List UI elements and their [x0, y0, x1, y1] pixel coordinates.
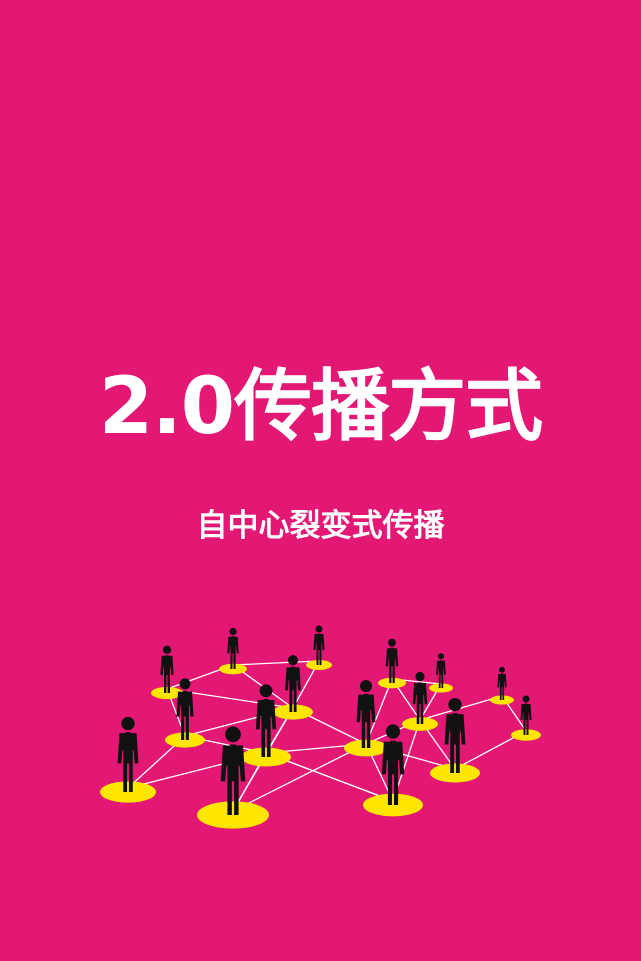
person-figure	[160, 645, 174, 693]
ground-discs	[100, 660, 541, 829]
ground-disc	[402, 717, 438, 731]
ground-disc	[100, 781, 156, 803]
ground-disc	[363, 793, 423, 817]
person-figure	[255, 684, 277, 757]
network-link	[419, 695, 503, 721]
person-figure	[497, 666, 507, 700]
person-figure	[176, 678, 194, 740]
ground-disc	[511, 729, 541, 741]
ground-disc	[219, 663, 247, 675]
poster-subtitle: 自中心裂变式传播	[196, 508, 445, 544]
ground-disc	[165, 732, 205, 748]
ground-disc	[430, 763, 480, 783]
network-link	[365, 678, 393, 745]
person-figure	[313, 625, 325, 665]
poster-title: 2.0传播方式	[98, 362, 543, 452]
person-figure	[444, 697, 466, 773]
ground-disc	[241, 747, 291, 767]
ground-disc	[197, 801, 269, 829]
ground-disc	[306, 660, 332, 670]
network-link	[232, 743, 367, 812]
ground-disc	[344, 739, 388, 757]
person-figure	[381, 724, 405, 805]
ground-disc	[429, 683, 453, 693]
ground-disc	[378, 677, 406, 689]
ground-disc	[273, 704, 313, 720]
person-figure	[412, 671, 428, 724]
person-figure	[356, 680, 376, 748]
person-figure	[227, 627, 239, 669]
person-figure	[520, 695, 532, 735]
person-figure	[436, 653, 446, 688]
person-figure	[385, 638, 399, 683]
ground-disc	[490, 695, 514, 705]
ground-disc	[151, 686, 183, 700]
network-link	[232, 660, 320, 666]
